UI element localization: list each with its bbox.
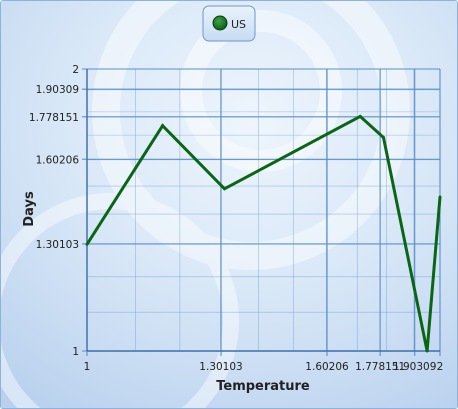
data-point (382, 136, 386, 140)
y-tick-label: 1.90309 (36, 84, 79, 96)
data-point (438, 195, 442, 199)
legend[interactable]: US (202, 5, 256, 42)
y-axis-label: Days (22, 191, 37, 227)
legend-label-us: US (231, 18, 246, 31)
y-tick-label: 2 (72, 64, 79, 76)
x-tick-label: 2 (437, 361, 444, 373)
y-tick-label: 1.30103 (36, 239, 79, 251)
data-point (85, 242, 89, 246)
x-tick-label: 1 (84, 361, 91, 373)
x-tick-label: 1.30103 (199, 361, 242, 373)
plot-axes (86, 69, 440, 352)
background-swirl (1, 1, 410, 408)
data-point (425, 349, 429, 353)
y-tick-label: 1 (72, 346, 79, 358)
y-tick-label: 1.778151 (29, 112, 79, 124)
x-tick-label: 1.90309 (393, 361, 436, 373)
data-point (358, 114, 362, 118)
data-point (161, 124, 165, 128)
data-point (223, 187, 227, 191)
x-tick-label: 1.60206 (305, 361, 349, 373)
x-axis-label: Temperature (216, 379, 310, 394)
legend-marker-us (212, 15, 228, 31)
legend-box (202, 5, 256, 42)
y-tick-label: 1.60206 (36, 154, 80, 166)
series-layer (85, 114, 442, 353)
x-tick-label: 1.778151 (355, 361, 405, 373)
